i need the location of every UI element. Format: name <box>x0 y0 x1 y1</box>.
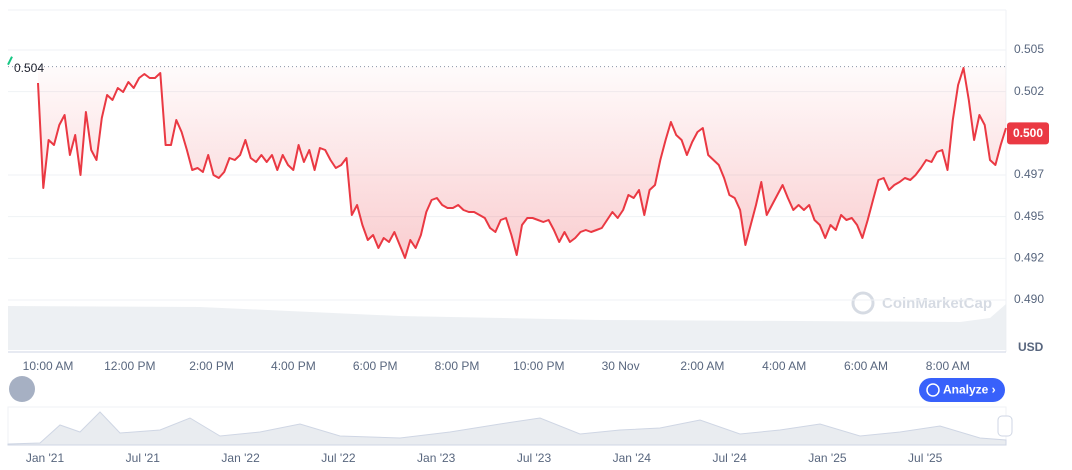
navigator-label: Jul '21 <box>126 451 161 465</box>
watermark-text: CoinMarketCap <box>882 295 992 312</box>
navigator-handle[interactable] <box>997 415 1013 437</box>
volume-area <box>8 304 1006 350</box>
x-tick-label: 8:00 PM <box>435 359 480 373</box>
y-tick-label: 0.495 <box>1014 209 1044 223</box>
x-tick-label: 30 Nov <box>602 359 640 373</box>
analyze-label[interactable]: Analyze › <box>943 383 996 397</box>
x-tick-label: 4:00 PM <box>271 359 316 373</box>
y-tick-label: 0.490 <box>1014 292 1044 306</box>
navigator-label: Jul '23 <box>517 451 552 465</box>
y-tick-label: 0.505 <box>1014 42 1044 56</box>
x-tick-label: 2:00 AM <box>680 359 724 373</box>
analyze-button[interactable] <box>919 378 1005 402</box>
x-tick-label: 8:00 AM <box>926 359 970 373</box>
price-area <box>38 66 1006 259</box>
x-tick-label: 2:00 PM <box>189 359 234 373</box>
reference-label: 0.504 <box>14 61 44 75</box>
current-price-tag <box>1007 122 1049 145</box>
x-tick-label: 10:00 PM <box>513 359 564 373</box>
navigator-area <box>7 411 1007 446</box>
x-tick-label: 4:00 AM <box>762 359 806 373</box>
navigator-label: Jan '24 <box>613 451 652 465</box>
y-tick-label: 0.492 <box>1014 251 1044 265</box>
y-tick-label: 0.497 <box>1014 167 1044 181</box>
navigator-label: Jul '24 <box>712 451 747 465</box>
x-tick-label: 6:00 PM <box>353 359 398 373</box>
current-price-label: 0.500 <box>1013 126 1043 140</box>
navigator-label: Jan '21 <box>26 451 65 465</box>
x-tick-label: 10:00 AM <box>23 359 74 373</box>
price-line <box>37 67 1007 259</box>
watermark: CoinMarketCap <box>851 291 992 315</box>
watermark-logo <box>851 291 875 315</box>
history-button[interactable] <box>9 376 35 402</box>
navigator-label: Jan '25 <box>808 451 847 465</box>
analyze-icon <box>926 383 940 397</box>
x-tick-label: 12:00 PM <box>104 359 155 373</box>
currency-label: USD <box>1018 340 1044 354</box>
y-tick-label: 0.502 <box>1014 84 1044 98</box>
navigator-label: Jul '22 <box>321 451 356 465</box>
reference-marker <box>7 56 13 66</box>
navigator-label: Jan '23 <box>417 451 456 465</box>
navigator-label: Jan '22 <box>221 451 260 465</box>
navigator-label: Jul '25 <box>908 451 943 465</box>
x-tick-label: 6:00 AM <box>844 359 888 373</box>
